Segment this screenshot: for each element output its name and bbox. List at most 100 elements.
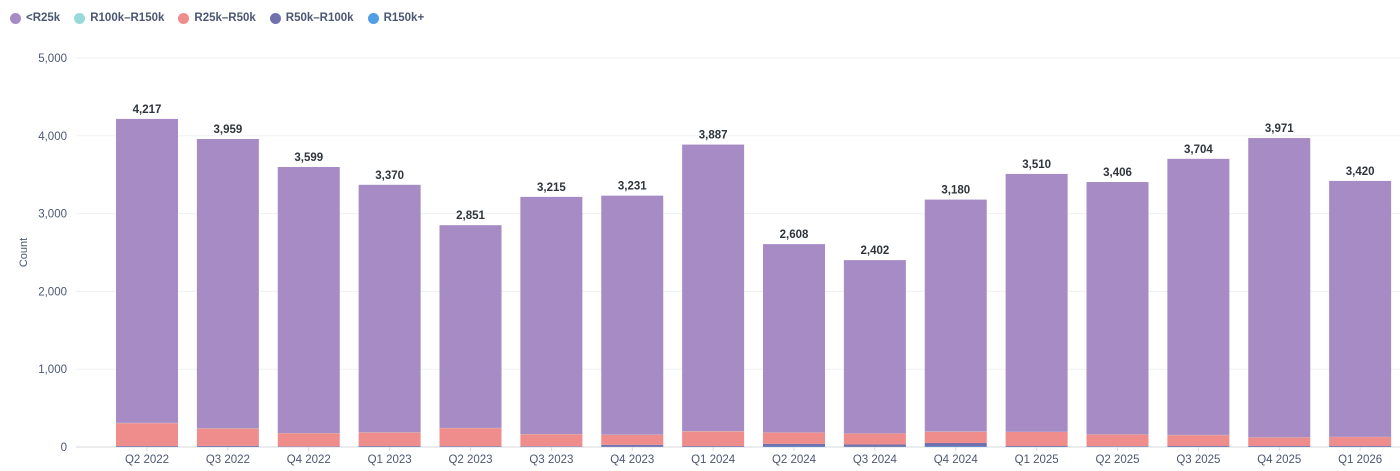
bar-segment[interactable] <box>1086 182 1149 435</box>
bar-segment[interactable] <box>439 225 502 428</box>
bar-segment[interactable] <box>196 138 259 429</box>
legend-item[interactable]: R150k+ <box>367 12 424 24</box>
bar-segment[interactable] <box>358 432 421 447</box>
bars <box>116 118 1392 447</box>
bar-segment[interactable] <box>520 196 583 435</box>
bar-segment[interactable] <box>1167 445 1230 447</box>
legend-label: <R25k <box>26 12 61 24</box>
bar-segment[interactable] <box>1086 446 1149 447</box>
bar-segment[interactable] <box>520 434 583 447</box>
bar-segment[interactable] <box>196 445 259 447</box>
y-tick-label: 0 <box>61 442 67 454</box>
legend-label: R100k–R150k <box>90 12 165 24</box>
y-tick-label: 1,000 <box>38 364 67 376</box>
y-tick-label: 4,000 <box>38 131 67 143</box>
bar-segment[interactable] <box>601 434 664 445</box>
x-tick-label: Q2 2022 <box>125 454 169 466</box>
bar-total-label: 3,231 <box>618 181 647 193</box>
legend-swatch <box>178 12 190 24</box>
legend-swatch <box>269 12 281 24</box>
legend-swatch <box>10 12 21 24</box>
bar-segment[interactable] <box>1167 158 1230 435</box>
legend-label: R50k–R100k <box>285 12 354 24</box>
bar-segment[interactable] <box>439 446 502 447</box>
bar-segment[interactable] <box>1248 138 1311 438</box>
legend-item[interactable]: R50k–R100k <box>269 12 354 24</box>
x-tick-label: Q3 2024 <box>853 454 898 466</box>
x-tick-label: Q3 2023 <box>529 454 573 466</box>
bar-segment[interactable] <box>924 442 987 447</box>
bar-total-label: 3,599 <box>294 152 323 164</box>
bar-segment[interactable] <box>763 443 825 447</box>
bar-segment[interactable] <box>358 184 421 433</box>
bar-segment[interactable] <box>763 432 825 444</box>
x-tick-label: Q2 2024 <box>772 454 817 466</box>
bar-segment[interactable] <box>1248 437 1311 446</box>
bar-segment[interactable] <box>116 118 178 423</box>
legend-label: R25k–R50k <box>194 12 256 24</box>
bar-segment[interactable] <box>358 446 421 447</box>
bar-total-label: 3,420 <box>1346 166 1375 178</box>
y-tick-label: 5,000 <box>38 53 67 65</box>
x-tick-label: Q1 2024 <box>691 454 736 466</box>
bar-segment[interactable] <box>1329 180 1392 437</box>
x-tick-label: Q2 2023 <box>448 454 492 466</box>
bar-segment[interactable] <box>116 423 178 447</box>
bar-total-label: 4,217 <box>133 104 162 116</box>
bar-segment[interactable] <box>277 166 340 433</box>
bar-total-label: 3,370 <box>375 170 404 182</box>
bar-total-label: 3,887 <box>699 130 728 142</box>
bar-segment[interactable] <box>763 244 825 433</box>
bar-total-label: 2,608 <box>780 229 809 241</box>
bar-segment[interactable] <box>520 446 583 447</box>
x-tick-label: Q1 2025 <box>1015 454 1059 466</box>
bar-segment[interactable] <box>924 199 987 432</box>
y-tick-label: 3,000 <box>38 209 67 221</box>
bar-segment[interactable] <box>1005 173 1068 432</box>
bar-total-label: 3,959 <box>213 124 242 136</box>
y-axis-label: Count <box>18 238 30 267</box>
bar-segment[interactable] <box>116 446 178 447</box>
legend-swatch <box>74 12 86 24</box>
x-tick-label: Q1 2023 <box>368 454 412 466</box>
x-tick-label: Q4 2023 <box>610 454 654 466</box>
bar-segment[interactable] <box>682 431 745 447</box>
bar-segment[interactable] <box>1329 445 1392 447</box>
bar-segment[interactable] <box>277 433 340 447</box>
bar-segment[interactable] <box>843 433 906 445</box>
bar-total-label: 3,406 <box>1103 167 1132 179</box>
bar-segment[interactable] <box>1329 437 1392 446</box>
legend-item[interactable]: R100k–R150k <box>74 12 164 24</box>
bar-segment[interactable] <box>682 144 745 432</box>
bar-total-label: 2,851 <box>456 210 485 222</box>
bar-segment[interactable] <box>439 428 502 447</box>
x-tick-label: Q1 2026 <box>1338 454 1382 466</box>
x-tick-label: Q3 2022 <box>206 454 250 466</box>
bar-segment[interactable] <box>1086 434 1149 447</box>
x-tick-label: Q4 2025 <box>1257 454 1301 466</box>
bar-segment[interactable] <box>924 446 987 447</box>
bar-segment[interactable] <box>1248 445 1311 447</box>
bar-segment[interactable] <box>682 446 745 447</box>
bar-segment[interactable] <box>1167 435 1230 446</box>
bar-total-label: 3,215 <box>537 182 566 194</box>
x-tick-label: Q3 2025 <box>1176 454 1220 466</box>
x-tick-label: Q4 2022 <box>287 454 331 466</box>
bar-segment[interactable] <box>1005 431 1068 446</box>
bar-segment[interactable] <box>196 428 259 446</box>
bar-total-label: 3,510 <box>1022 159 1051 171</box>
y-axis-ticks: 0 1,000 2,000 3,000 4,000 5,000 <box>38 53 67 454</box>
bar-total-label: 3,704 <box>1184 144 1213 156</box>
bar-segment[interactable] <box>601 195 664 435</box>
bar-segment[interactable] <box>843 444 906 447</box>
legend-swatch <box>367 12 379 24</box>
bar-segment[interactable] <box>1005 445 1068 447</box>
bar-segment[interactable] <box>924 431 987 443</box>
legend-item[interactable]: R25k–R50k <box>178 12 256 24</box>
bar-total-label: 3,971 <box>1265 123 1294 135</box>
bar-segment[interactable] <box>843 260 906 434</box>
x-axis-ticks: Q2 2022 Q3 2022 Q4 2022 Q1 2023 Q2 2023 Q3 20… <box>125 447 1382 466</box>
bar-segment[interactable] <box>601 444 664 447</box>
legend-item[interactable]: <R25k <box>10 12 60 24</box>
